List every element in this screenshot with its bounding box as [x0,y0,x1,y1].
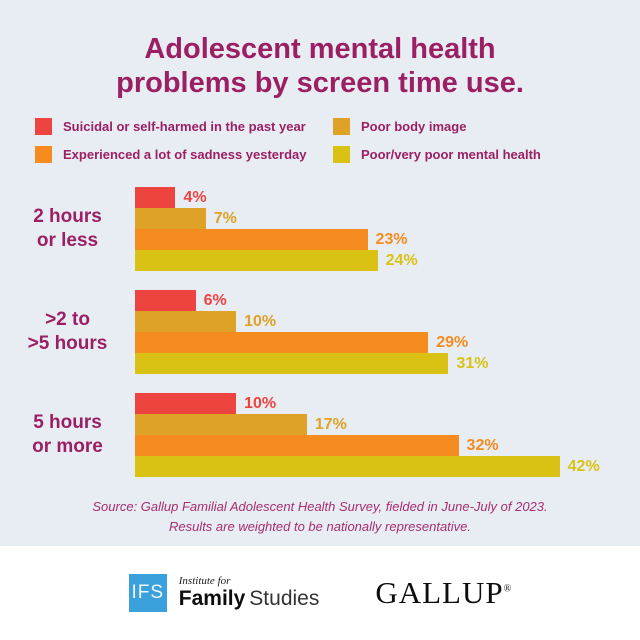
bar-value-label: 29% [436,333,469,351]
bar-group-2: 5 hours or more 10% 17% 32% 42% [0,393,640,478]
bar-value-label: 23% [375,230,408,248]
gallup-registered-mark: ® [503,583,512,595]
ifs-logo-text: Institute for Family Studies [179,575,320,610]
bar-stack: 10% 17% 32% 42% [135,393,640,478]
legend-item-poor-body-image: Poor body image [333,118,605,136]
bar-poor-mental-health [135,250,378,272]
chart-panel: Adolescent mental health problems by scre… [0,0,640,546]
bar-chart: 2 hours or less 4% 7% 23% 24% >2 to >5 hours 6% 1… [0,187,640,478]
bar-stack: 4% 7% 23% 24% [135,187,640,272]
ifs-institute-for-text: Institute for [178,575,231,588]
legend-swatch-poor-mental-health [333,146,350,164]
legend-label-poor-body-image: Poor body image [361,119,467,135]
bar-sadness [135,229,368,251]
legend-label-sadness: Experienced a lot of sadness yesterday [63,147,307,163]
bar-value-label: 10% [244,312,277,330]
ifs-family-text: Family [178,587,246,611]
bar-row-sadness: 32% [135,435,590,457]
bar-value-label: 7% [213,209,237,227]
bar-row-poor-body-image: 7% [135,208,590,230]
bar-poor-mental-health [135,353,449,375]
bar-sadness [135,435,459,457]
page-title: Adolescent mental health problems by scre… [0,0,640,100]
bar-suicidal [135,393,237,415]
page-title-line2: problems by screen time use. [116,67,524,100]
ifs-studies-text: Studies [249,587,320,611]
bar-stack: 6% 10% 29% 31% [135,290,640,375]
bar-value-label: 32% [466,436,499,454]
bar-suicidal [135,290,196,312]
legend-swatch-suicidal [35,118,52,136]
bar-row-poor-mental-health: 31% [135,353,590,375]
bar-group-0: 2 hours or less 4% 7% 23% 24% [0,187,640,272]
bar-group-1: >2 to >5 hours 6% 10% 29% 31% [0,290,640,375]
bar-poor-body-image [135,208,206,230]
category-label: 5 hours or more [32,411,103,458]
gallup-wordmark: GALLUP [375,575,504,610]
legend-label-poor-mental-health: Poor/very poor mental health [361,147,541,163]
bar-value-label: 42% [567,457,600,475]
bar-row-suicidal: 10% [135,393,590,415]
source-note-line1: Source: Gallup Familial Adolescent Healt… [92,499,548,515]
bar-row-suicidal: 6% [135,290,590,312]
legend-swatch-sadness [35,146,52,164]
bar-row-poor-body-image: 10% [135,311,590,333]
page-title-line1: Adolescent mental health [144,33,496,65]
source-note: Source: Gallup Familial Adolescent Healt… [0,497,640,536]
footer: IFS Institute for Family Studies GALLUP® [0,546,640,640]
ifs-logo-mark: IFS [128,574,167,612]
category-label: 2 hours or less [33,205,102,252]
bar-poor-body-image [135,414,307,436]
bar-poor-body-image [135,311,237,333]
ifs-logo-mark-text: IFS [131,582,165,603]
ifs-family-studies-text: Family Studies [179,588,320,610]
legend: Suicidal or self-harmed in the past year… [0,118,640,164]
gallup-logo: GALLUP® [375,575,511,611]
legend-item-poor-mental-health: Poor/very poor mental health [333,146,605,164]
bar-value-label: 4% [183,188,207,206]
bar-poor-mental-health [135,456,560,478]
bar-value-label: 6% [203,291,227,309]
source-note-line2: Results are weighted to be nationally re… [168,518,472,534]
bar-row-poor-body-image: 17% [135,414,590,436]
bar-row-suicidal: 4% [135,187,590,209]
legend-swatch-poor-body-image [333,118,350,136]
bar-value-label: 24% [385,251,418,269]
legend-item-suicidal: Suicidal or self-harmed in the past year [35,118,307,136]
bar-row-sadness: 23% [135,229,590,251]
bar-value-label: 10% [244,394,277,412]
bar-row-poor-mental-health: 42% [135,456,600,478]
bar-value-label: 31% [456,354,489,372]
legend-label-suicidal: Suicidal or self-harmed in the past year [63,119,306,135]
bar-sadness [135,332,429,354]
bar-row-poor-mental-health: 24% [135,250,590,272]
bar-row-sadness: 29% [135,332,590,354]
legend-item-sadness: Experienced a lot of sadness yesterday [35,146,307,164]
category-label: >2 to >5 hours [27,308,108,355]
bar-value-label: 17% [314,415,347,433]
bar-suicidal [135,187,176,209]
ifs-logo: IFS Institute for Family Studies [128,574,320,612]
